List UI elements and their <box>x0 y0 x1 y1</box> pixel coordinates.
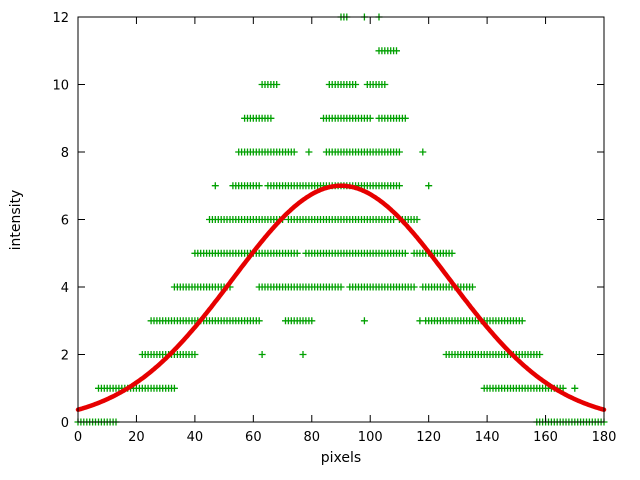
y-tick-label: 6 <box>61 214 69 229</box>
x-tick-label: 180 <box>592 430 617 445</box>
y-tick-label: 2 <box>61 349 69 364</box>
y-tick-label: 10 <box>52 79 69 94</box>
x-axis-title: pixels <box>320 450 362 466</box>
x-tick-label: 40 <box>187 430 204 445</box>
x-tick-label: 20 <box>128 430 145 445</box>
x-tick-label: 80 <box>304 430 321 445</box>
y-tick-label: 8 <box>61 146 69 161</box>
x-tick-label: 140 <box>475 430 500 445</box>
x-tick-label: 60 <box>245 430 262 445</box>
x-tick-label: 120 <box>416 430 441 445</box>
scatter-points <box>74 13 608 426</box>
y-tick-label: 12 <box>52 11 69 26</box>
x-tick-label: 100 <box>358 430 383 445</box>
y-axis-title: intensity <box>8 189 24 251</box>
y-tick-label: 0 <box>61 416 69 431</box>
x-tick-label: 160 <box>533 430 558 445</box>
fit-curve <box>75 183 607 412</box>
y-tick-label: 4 <box>61 281 69 296</box>
x-tick-label: 0 <box>74 430 82 445</box>
